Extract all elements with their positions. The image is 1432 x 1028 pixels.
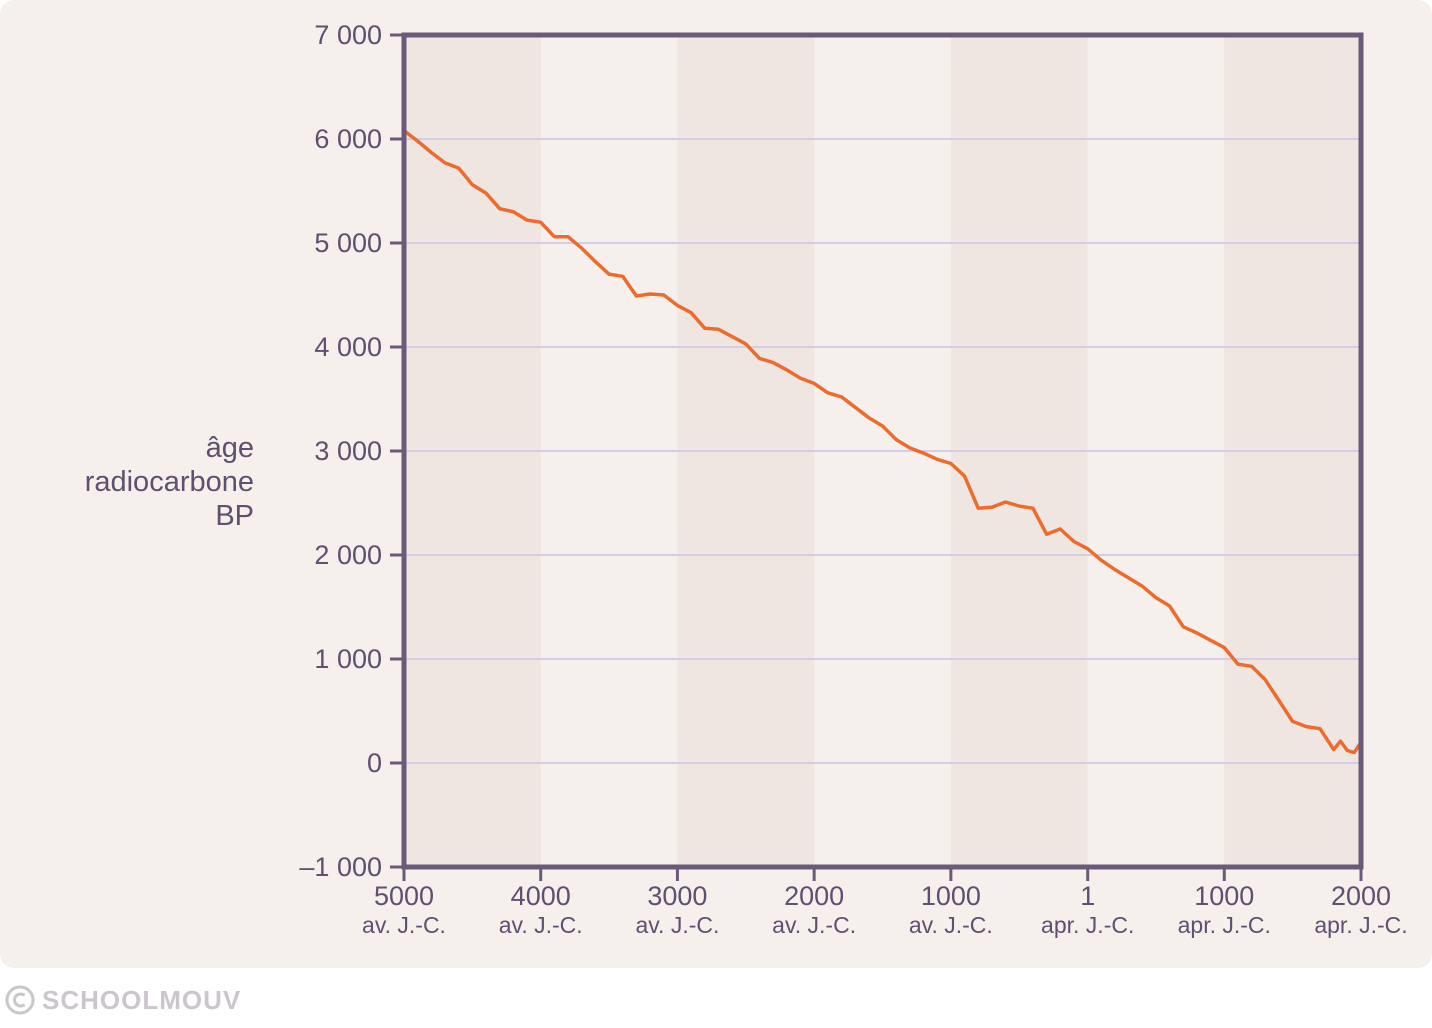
series-line-0	[402, 128, 1363, 755]
x-tick-label: 2000	[1331, 881, 1391, 911]
y-axis-label-line: âge	[206, 432, 254, 464]
radiocarbon-chart: –1 000 0 1 000 2 000 3 000 4 000 5 000 6 000 7 0…	[85, 20, 1408, 938]
y-tick-label: 2 000	[314, 540, 382, 570]
y-axis-label-line: BP	[215, 500, 254, 532]
x-tick-sublabel: av. J.-C.	[362, 912, 446, 938]
y-tick-label: 3 000	[314, 436, 382, 466]
x-tick-label: 5000	[374, 881, 434, 911]
x-tick-sublabel: apr. J.-C.	[1041, 912, 1134, 938]
gridlines	[404, 138, 1361, 764]
x-tick-sublabel: av. J.-C.	[499, 912, 583, 938]
series-layer	[402, 128, 1363, 755]
copyright-icon	[5, 985, 35, 1015]
y-tick-label: 1 000	[314, 644, 382, 674]
y-tick-label: 7 000	[314, 20, 382, 50]
y-axis-ticks: –1 000 0 1 000 2 000 3 000 4 000 5 000 6 000 7 0…	[299, 20, 404, 882]
x-tick-label: 3000	[647, 881, 707, 911]
y-tick-label: 5 000	[314, 228, 382, 258]
x-tick-label: 1000	[921, 881, 981, 911]
y-tick-label: 6 000	[314, 124, 382, 154]
x-tick-sublabel: av. J.-C.	[772, 912, 856, 938]
x-tick-sublabel: av. J.-C.	[909, 912, 993, 938]
watermark: SCHOOLMOUV	[4, 982, 241, 1018]
x-tick-label: 2000	[784, 881, 844, 911]
x-tick-sublabel: apr. J.-C.	[1314, 912, 1407, 938]
watermark-text: SCHOOLMOUV	[42, 984, 242, 1015]
x-tick-label: 4000	[511, 881, 571, 911]
x-tick-label: 1	[1080, 881, 1095, 911]
y-tick-label: 4 000	[314, 332, 382, 362]
y-axis-label: âge radiocarbone BP	[85, 432, 254, 532]
x-tick-label: 1000	[1194, 881, 1254, 911]
x-tick-sublabel: apr. J.-C.	[1178, 912, 1271, 938]
y-tick-label: 0	[367, 748, 382, 778]
x-tick-sublabel: av. J.-C.	[635, 912, 719, 938]
y-tick-label: –1 000	[299, 852, 382, 882]
y-axis-label-line: radiocarbone	[85, 466, 254, 498]
